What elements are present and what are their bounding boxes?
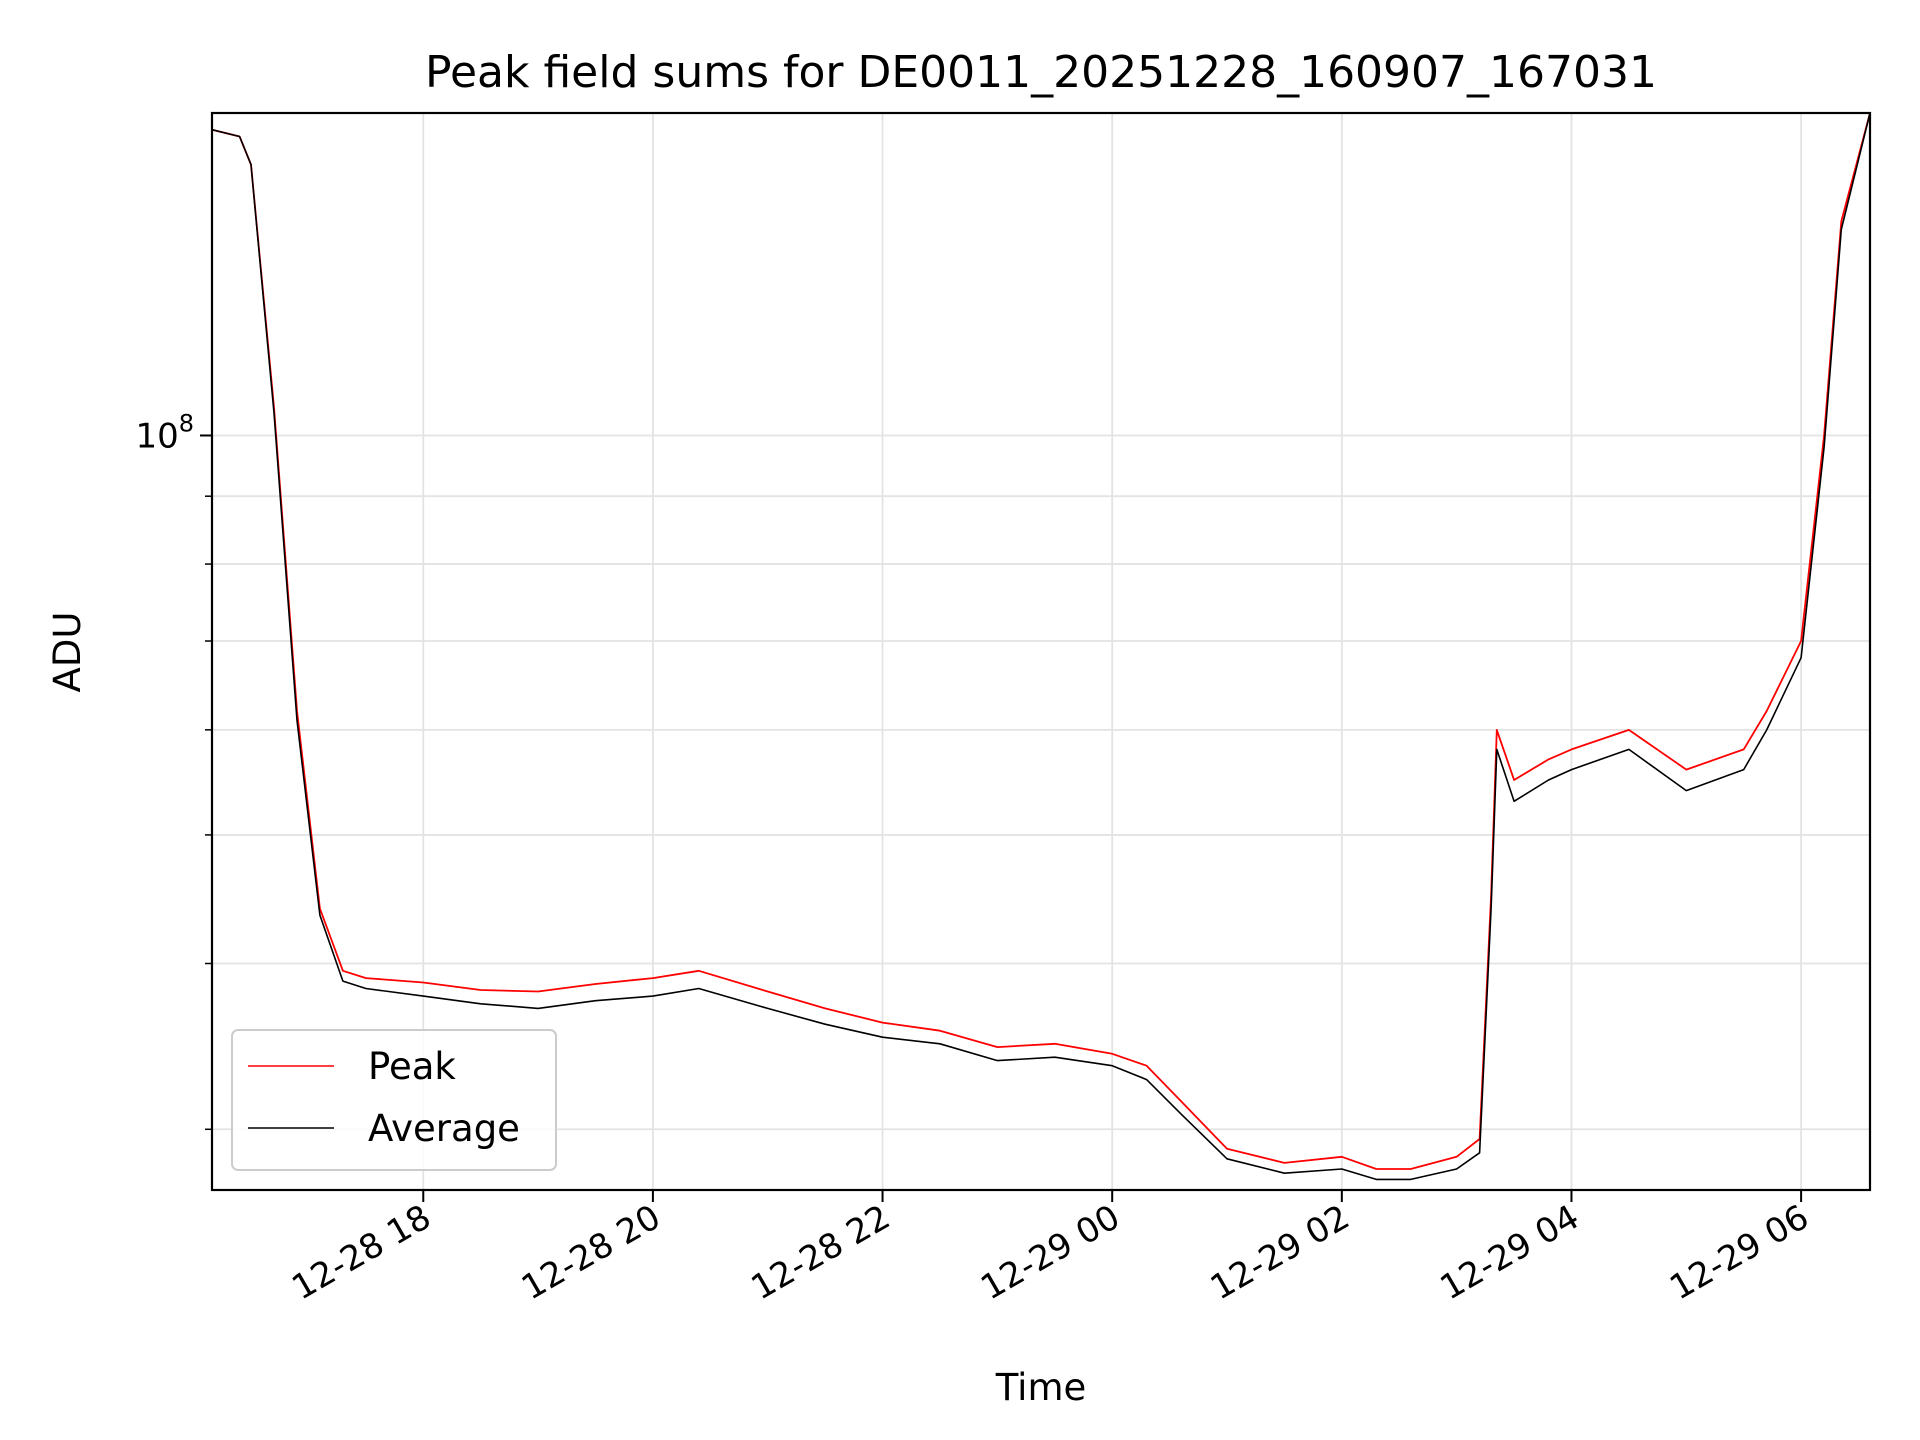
series-line-peak bbox=[211, 112, 1871, 1170]
legend: Peak Average bbox=[231, 1029, 557, 1171]
chart-title: Peak field sums for DE0011_20251228_1609… bbox=[425, 47, 1657, 98]
plot-frame bbox=[210, 111, 1872, 1192]
y-major-tick-label: 108 bbox=[135, 409, 194, 456]
legend-average-label: Average bbox=[368, 1107, 520, 1150]
grid bbox=[212, 113, 1870, 1190]
legend-box bbox=[231, 1029, 557, 1171]
y-axis-label: ADU bbox=[46, 612, 89, 693]
y-ticks: 108 bbox=[135, 409, 212, 1131]
legend-peak-label: Peak bbox=[368, 1045, 456, 1088]
x-axis-label: Time bbox=[995, 1366, 1087, 1409]
plot-series bbox=[211, 112, 1871, 1181]
series-line-average bbox=[211, 112, 1871, 1181]
